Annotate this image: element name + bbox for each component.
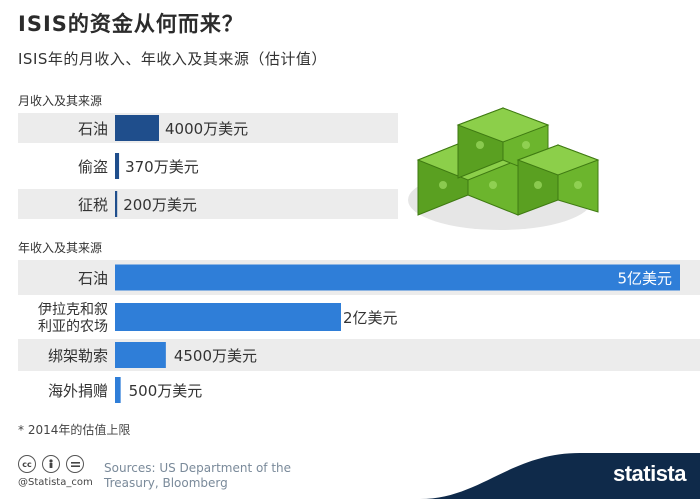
- monthly-bar: [115, 115, 159, 141]
- page-subtitle: ISIS年的月收入、年收入及其来源（估计值）: [18, 50, 327, 68]
- monthly-category-label: 石油: [78, 120, 108, 138]
- monthly-category-label: 征税: [78, 196, 108, 214]
- yearly-value-label: 5亿美元: [617, 270, 672, 288]
- source-text: Sources: US Department of the Treasury, …: [104, 461, 292, 490]
- yearly-category-label: 伊拉克和叙: [38, 301, 108, 318]
- license-icons: cc: [18, 455, 84, 473]
- yearly-bar: [115, 303, 341, 331]
- yearly-category-label: 绑架勒索: [48, 347, 108, 365]
- yearly-bar: [115, 377, 121, 403]
- page-title: ISIS的资金从何而来？: [18, 12, 244, 36]
- monthly-value-label: 4000万美元: [165, 120, 248, 138]
- statista-handle[interactable]: @Statista_com: [18, 477, 93, 488]
- yearly-section-label: 年收入及其来源: [18, 241, 103, 255]
- money-stack-icon: [408, 107, 600, 230]
- yearly-category-label: 石油: [78, 270, 108, 288]
- equals-icon[interactable]: [66, 455, 84, 473]
- monthly-value-label: 200万美元: [123, 196, 197, 214]
- brand-banner: [420, 453, 700, 499]
- yearly-bar: [115, 342, 166, 368]
- footnote: * 2014年的估值上限: [18, 423, 131, 437]
- yearly-category-label: 海外捐赠: [48, 382, 108, 400]
- yearly-value-label: 500万美元: [129, 382, 203, 400]
- person-icon[interactable]: [42, 455, 60, 473]
- cc-icon[interactable]: cc: [18, 455, 36, 473]
- monthly-row-band: [18, 113, 398, 143]
- monthly-section-label: 月收入及其来源: [18, 94, 103, 108]
- monthly-category-label: 偷盗: [78, 158, 108, 176]
- yearly-bar: [115, 264, 680, 291]
- monthly-bar: [115, 153, 120, 179]
- monthly-row-band: [18, 189, 398, 219]
- statista-logo[interactable]: statista: [612, 461, 687, 486]
- monthly-bar: [115, 191, 118, 217]
- monthly-value-label: 370万美元: [125, 158, 199, 176]
- yearly-value-label: 2亿美元: [343, 309, 398, 327]
- yearly-category-label: 利亚的农场: [38, 319, 108, 335]
- yearly-value-label: 4500万美元: [174, 347, 257, 365]
